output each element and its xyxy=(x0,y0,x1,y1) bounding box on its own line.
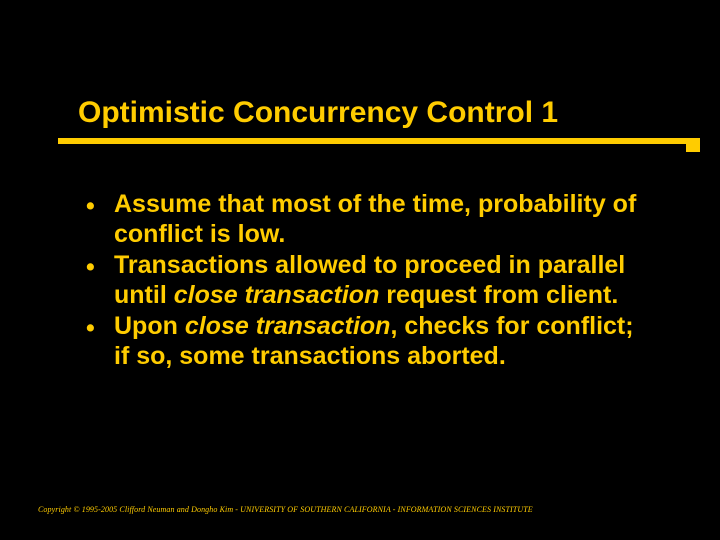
bullet-text-run: request from client. xyxy=(379,281,618,309)
slide: Optimistic Concurrency Control 1 •Assume… xyxy=(0,0,720,540)
bullet-text: Transactions allowed to proceed in paral… xyxy=(114,251,648,310)
bullet-text-run: Upon xyxy=(114,312,185,340)
slide-body: •Assume that most of the time, probabili… xyxy=(86,190,648,373)
bullet-marker: • xyxy=(86,251,114,310)
title-wrap: Optimistic Concurrency Control 1 xyxy=(78,96,670,130)
bullet-text-run: Assume that most of the time, probabilit… xyxy=(114,190,636,248)
bullet-marker: • xyxy=(86,312,114,371)
title-accent-block xyxy=(686,138,700,152)
bullet-item: •Assume that most of the time, probabili… xyxy=(86,190,648,249)
bullet-text: Upon close transaction, checks for confl… xyxy=(114,312,648,371)
slide-title: Optimistic Concurrency Control 1 xyxy=(78,96,670,130)
bullet-marker: • xyxy=(86,190,114,249)
bullet-text: Assume that most of the time, probabilit… xyxy=(114,190,648,249)
copyright-text: Copyright © 1995-2005 Clifford Neuman an… xyxy=(38,505,533,514)
bullet-item: •Transactions allowed to proceed in para… xyxy=(86,251,648,310)
title-underline xyxy=(58,138,692,144)
bullet-text-italic: close transaction xyxy=(185,312,391,340)
bullet-item: •Upon close transaction, checks for conf… xyxy=(86,312,648,371)
bullet-text-italic: close transaction xyxy=(174,281,380,309)
